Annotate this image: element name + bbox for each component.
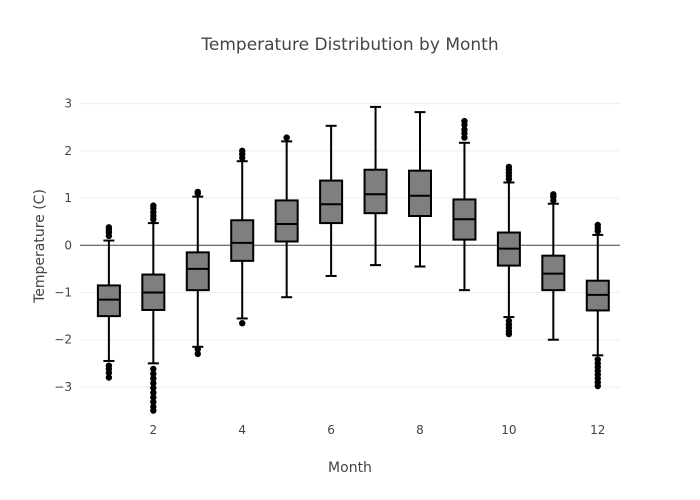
outlier-point [105,374,113,381]
y-tick-label: 3 [64,97,72,111]
iqr-box [408,169,432,218]
outlier-point [150,375,157,382]
x-tick-labels: 2 4 6 8 10 12 [150,423,606,437]
outlier-point [105,224,113,231]
y-tick-label: −3 [54,380,72,394]
box-month-7 [363,105,388,267]
iqr-box [185,251,210,292]
iqr-box [96,284,121,318]
outlier-point [239,319,246,327]
box-month-6 [319,124,344,277]
x-tick-label: 10 [501,423,516,437]
outlier-point [150,394,157,401]
y-tick-label: 0 [64,238,72,252]
iqr-box [274,199,299,243]
outlier-point [150,384,157,392]
outlier-point [283,134,290,141]
y-axis-label: Temperature (C) [32,189,48,304]
y-tick-label: −1 [54,286,72,300]
outlier-point [194,350,201,358]
outlier-point [150,407,157,414]
box-month-4 [230,147,255,327]
box-month-5 [274,134,299,299]
grid-lines [80,103,620,388]
iqr-box [363,168,388,215]
box-month-11 [541,191,566,341]
box-month-12 [585,221,610,390]
chart-title: Temperature Distribution by Month [200,35,498,55]
x-tick-label: 6 [327,423,335,437]
outlier-point [150,379,157,387]
outlier-point [150,365,157,373]
y-tick-label: 2 [64,144,72,158]
x-tick-label: 4 [238,423,246,437]
outlier-point [461,126,468,133]
box-plots [96,105,610,414]
box-month-8 [408,111,432,268]
outlier-point [594,382,601,390]
x-tick-label: 8 [416,423,424,437]
iqr-box [230,219,255,262]
outlier-point [505,330,513,338]
x-tick-label: 12 [590,423,605,437]
outlier-point [105,369,113,376]
outlier-point [194,188,201,196]
iqr-box [319,179,344,225]
outlier-point [594,221,601,229]
outlier-point [505,163,513,171]
outlier-point [150,202,157,209]
outlier-point [194,345,201,353]
outlier-point [461,117,468,125]
x-axis-label: Month [328,460,372,476]
box-month-1 [96,224,121,381]
box-month-10 [496,163,521,338]
y-tick-labels: −3 −2 −1 0 1 2 3 [54,97,72,394]
outlier-point [150,389,157,396]
box-month-2 [141,202,166,414]
outlier-point [150,370,157,377]
outlier-point [150,398,157,406]
y-tick-label: 1 [64,191,72,205]
box-month-9 [452,117,477,292]
outlier-point [550,191,557,198]
box-month-3 [185,188,210,358]
x-tick-label: 2 [150,423,158,437]
y-tick-label: −2 [54,333,72,347]
outlier-point [239,147,246,155]
